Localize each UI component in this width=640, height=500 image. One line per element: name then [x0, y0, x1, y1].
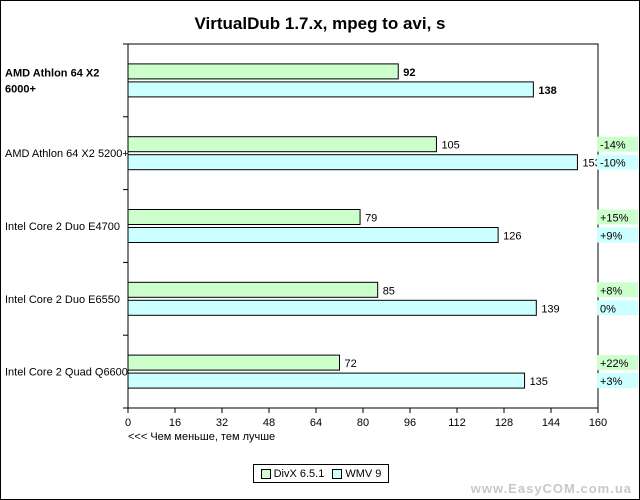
data-label-divx-2: 79: [365, 213, 377, 225]
delta-label-divx-3: +8%: [600, 285, 623, 297]
delta-label-divx-1: -14%: [600, 140, 626, 152]
legend-item-wmv: WMV 9: [332, 468, 381, 480]
plot-area: [127, 43, 599, 409]
data-label-divx-0: 92: [403, 67, 415, 79]
bar-wmv-2: [127, 227, 499, 243]
delta-badge-divx-2: [597, 209, 638, 225]
x-tick-label-1: 16: [169, 417, 181, 429]
x-tick-label-6: 96: [404, 417, 416, 429]
delta-label-wmv-1: -10%: [600, 158, 626, 170]
delta-badge-divx-3: [597, 282, 638, 298]
bar-wmv-3: [127, 299, 537, 316]
chart-title: VirtualDub 1.7.x, mpeg to avi, s: [194, 14, 446, 33]
x-tick-label-0: 0: [125, 417, 131, 429]
legend-item-divx: DivX 6.5.1: [260, 467, 325, 480]
data-label-divx-4: 72: [345, 358, 357, 370]
bar-wmv-0: [127, 81, 534, 98]
x-tick-label-10: 160: [589, 417, 607, 429]
legend-swatch-divx: [260, 468, 271, 479]
x-axis-label: <<< Чем меньше, тем лучше: [128, 431, 276, 443]
bar-divx-1: [127, 136, 437, 153]
category-label-0-line-1: 6000+: [5, 83, 36, 95]
x-tick-label-3: 48: [263, 417, 275, 429]
data-label-wmv-2: 126: [503, 231, 521, 243]
bar-divx-0: [127, 63, 399, 80]
delta-label-wmv-2: +9%: [600, 231, 623, 243]
delta-badge-wmv-4: [597, 373, 638, 389]
category-label-4: Intel Core 2 Quad Q6600: [5, 367, 128, 379]
bar-wmv-1: [127, 154, 578, 171]
delta-label-divx-2: +15%: [600, 213, 629, 225]
x-tick-label-7: 112: [448, 417, 466, 429]
bar-wmv-4: [127, 372, 526, 389]
legend-label-wmv: WMV 9: [345, 467, 382, 480]
data-label-wmv-0: 138: [538, 85, 556, 97]
delta-badge-wmv-1: [597, 154, 638, 170]
data-label-divx-1: 105: [441, 140, 459, 152]
category-label-3: Intel Core 2 Duo E6550: [5, 294, 120, 306]
data-label-wmv-1: 153: [582, 158, 600, 170]
delta-label-wmv-3: 0%: [600, 303, 616, 315]
delta-label-wmv-4: +3%: [600, 376, 623, 388]
x-tick-label-4: 64: [310, 417, 322, 429]
legend: DivX 6.5.1 WMV 9: [253, 464, 389, 483]
delta-badge-wmv-2: [597, 227, 638, 243]
x-tick-label-5: 80: [357, 417, 369, 429]
data-label-divx-3: 85: [383, 285, 395, 297]
watermark: www.EasyCOM.com.ua: [470, 481, 632, 496]
data-label-wmv-4: 135: [530, 376, 548, 388]
delta-badge-divx-1: [597, 136, 638, 152]
delta-label-divx-4: +22%: [600, 358, 629, 370]
delta-badge-divx-4: [597, 355, 638, 371]
data-label-wmv-3: 139: [541, 303, 559, 315]
category-label-0-line-0: AMD Athlon 64 X2: [5, 67, 99, 79]
x-tick-label-8: 128: [495, 417, 513, 429]
category-label-1: AMD Athlon 64 X2 5200+: [5, 148, 129, 160]
bar-divx-4: [127, 354, 340, 371]
bar-divx-2: [127, 209, 361, 225]
category-label-2: Intel Core 2 Duo E4700: [5, 221, 120, 233]
bar-divx-3: [127, 281, 379, 298]
delta-badge-wmv-3: [597, 300, 638, 316]
x-tick-label-9: 144: [542, 417, 560, 429]
legend-swatch-wmv: [332, 468, 343, 479]
x-tick-label-2: 32: [216, 417, 228, 429]
legend-label-divx: DivX 6.5.1: [273, 467, 325, 480]
